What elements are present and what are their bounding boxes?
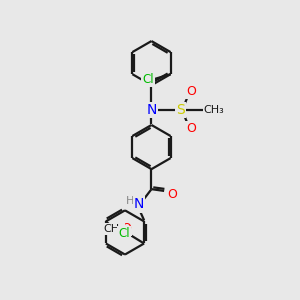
Text: N: N [134, 197, 144, 212]
Text: N: N [146, 103, 157, 117]
Text: O: O [186, 122, 196, 135]
Text: CH₃: CH₃ [204, 105, 225, 115]
Text: S: S [176, 103, 185, 117]
Text: Cl: Cl [142, 73, 154, 86]
Text: Cl: Cl [118, 227, 130, 240]
Text: O: O [121, 222, 131, 235]
Text: H: H [125, 196, 134, 206]
Text: CH₃: CH₃ [103, 224, 124, 234]
Text: O: O [186, 85, 196, 98]
Text: O: O [167, 188, 177, 201]
